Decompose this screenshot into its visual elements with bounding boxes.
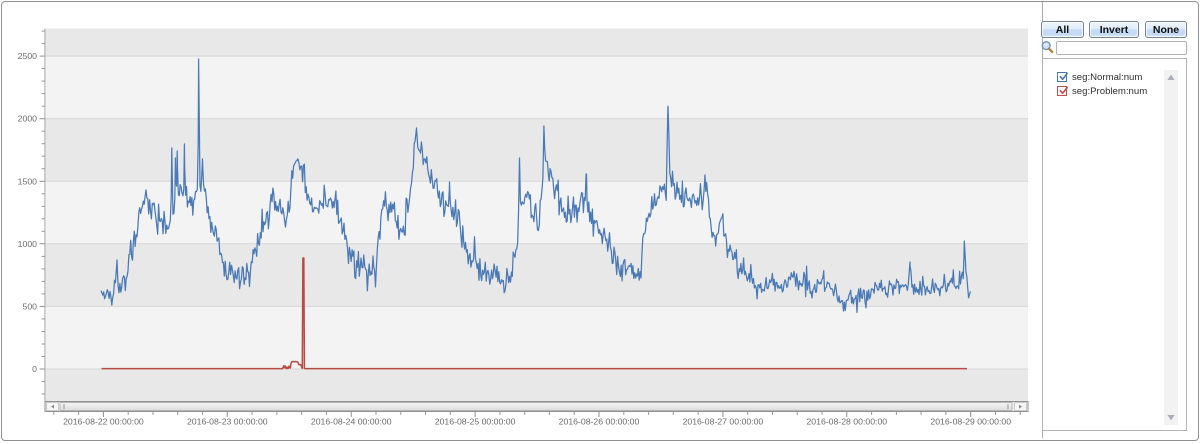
svg-text:2016-08-28 00:00:00: 2016-08-28 00:00:00 (806, 417, 887, 427)
svg-text:2016-08-27 00:00:00: 2016-08-27 00:00:00 (683, 417, 764, 427)
svg-text:2016-08-23 00:00:00: 2016-08-23 00:00:00 (187, 417, 268, 427)
svg-text:2016-08-26 00:00:00: 2016-08-26 00:00:00 (559, 417, 640, 427)
svg-text:2000: 2000 (18, 114, 37, 124)
svg-text:2016-08-29 00:00:00: 2016-08-29 00:00:00 (930, 417, 1011, 427)
svg-text:2016-08-24 00:00:00: 2016-08-24 00:00:00 (311, 417, 392, 427)
svg-text:500: 500 (23, 301, 38, 311)
svg-text:2016-08-25 00:00:00: 2016-08-25 00:00:00 (435, 417, 516, 427)
svg-text:2500: 2500 (18, 51, 37, 61)
svg-text:0: 0 (32, 364, 37, 374)
svg-text:1000: 1000 (18, 239, 37, 249)
svg-text:1500: 1500 (18, 176, 37, 186)
svg-text:2016-08-22 00:00:00: 2016-08-22 00:00:00 (63, 417, 144, 427)
